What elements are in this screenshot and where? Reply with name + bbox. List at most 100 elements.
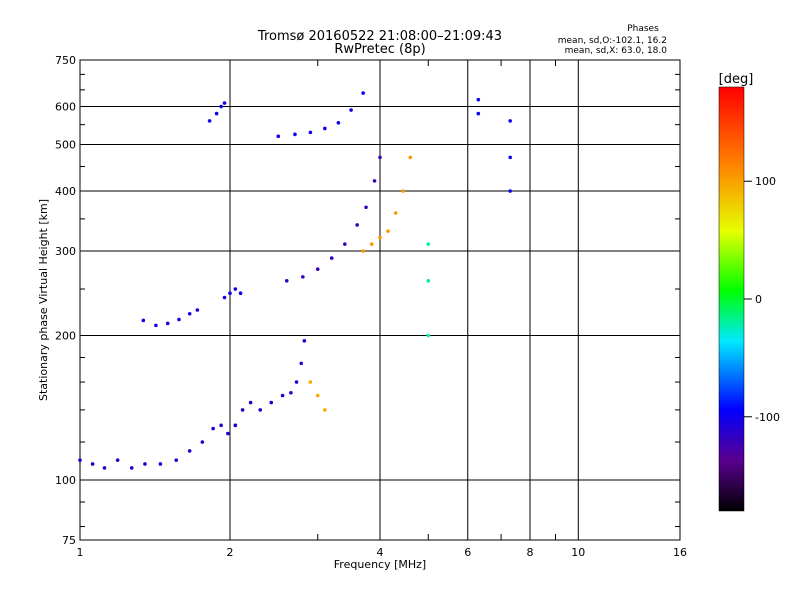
data-point [426,333,431,338]
x-tick-label: 4 [377,546,384,559]
data-point [222,101,227,105]
x-tick-label: 10 [571,546,585,559]
data-point [200,440,205,444]
colorbar-ticks: -100 0 100 [744,175,780,424]
data-point [378,235,382,240]
colorbar-tick-label: 0 [755,293,762,306]
data-point [129,466,134,470]
data-point [323,408,327,412]
data-point [177,317,181,322]
data-point [426,242,431,246]
data-point [195,308,200,312]
data-point [329,256,334,260]
data-point [228,291,232,296]
colorbar-tick-label: 100 [755,175,776,188]
data-point [187,311,192,316]
data-point [238,291,243,296]
data-point [378,155,382,160]
data-point [233,287,238,291]
colorbar [718,86,745,512]
data-point [284,279,289,283]
data-point [315,393,320,398]
data-point [269,400,274,405]
data-point [508,119,512,123]
x-tick-label: 1 [77,546,84,559]
data-point [301,275,305,279]
colorbar-tick-label: -100 [755,411,780,424]
data-point [158,462,163,466]
data-point [308,130,313,135]
y-tick-label: 500 [55,139,76,152]
data-point [258,408,263,412]
data-point [369,242,374,246]
data-point [207,119,212,123]
axis-ticks [80,60,680,540]
data-point [248,400,253,405]
data-point [211,426,215,431]
data-point [508,155,512,160]
data-point [115,458,120,462]
data-point [226,431,230,436]
data-point [315,267,320,271]
phases-legend-o: mean, sd,O:-102.1, 16.2 [558,36,667,46]
y-tick-label: 400 [55,185,76,198]
data-point [299,361,304,366]
tick-labels: 1 2 4 6 8 10 16 75 100 200 300 400 500 600 750 [55,54,687,559]
data-point [233,423,238,428]
data-point [90,462,95,466]
data-point [187,449,192,453]
y-tick-label: 300 [55,245,76,258]
data-point [393,211,398,215]
grid-lines [80,60,680,540]
data-point [102,466,107,470]
chart-title: Tromsø 20160522 21:08:00–21:09:43 [257,29,502,44]
data-point [476,97,481,102]
x-tick-label: 8 [527,546,534,559]
data-point [302,339,307,343]
data-point [476,111,481,116]
data-point [280,393,285,398]
colorbar-label: [deg] [719,72,754,87]
data-point [165,321,170,326]
data-point [401,189,405,193]
data-point [349,108,353,112]
data-point [343,242,347,246]
data-point [276,134,281,139]
data-point [323,126,327,131]
x-tick-label: 6 [464,546,471,559]
data-point [141,318,146,323]
y-tick-label: 75 [62,534,76,547]
data-points [78,91,512,470]
data-point [336,120,341,125]
chart-subtitle: RwPretec (8p) [334,42,425,57]
data-point [361,91,365,95]
phases-legend-title: Phases [627,24,659,34]
data-point [426,279,431,283]
data-point [294,380,299,384]
x-tick-label: 16 [673,546,687,559]
data-point [372,179,377,183]
data-point [219,423,223,428]
data-point [143,462,147,466]
x-axis-label: Frequency [MHz] [334,558,426,571]
y-tick-label: 100 [55,474,76,487]
data-point [154,323,158,328]
data-point [293,132,297,137]
data-point [508,189,512,193]
y-tick-label: 600 [55,101,76,114]
data-point [361,249,365,253]
data-point [219,104,223,109]
x-tick-label: 2 [227,546,234,559]
phases-legend-x: mean, sd,X: 63.0, 18.0 [565,46,668,56]
data-point [408,155,413,160]
data-point [174,458,179,462]
data-point [78,458,82,462]
y-tick-label: 750 [55,54,76,67]
y-axis-label: Stationary phase Virtual Height [km] [37,199,50,401]
y-tick-label: 200 [55,330,76,343]
data-point [308,380,313,384]
data-point [214,111,219,116]
data-point [289,390,293,395]
data-point [240,408,245,412]
